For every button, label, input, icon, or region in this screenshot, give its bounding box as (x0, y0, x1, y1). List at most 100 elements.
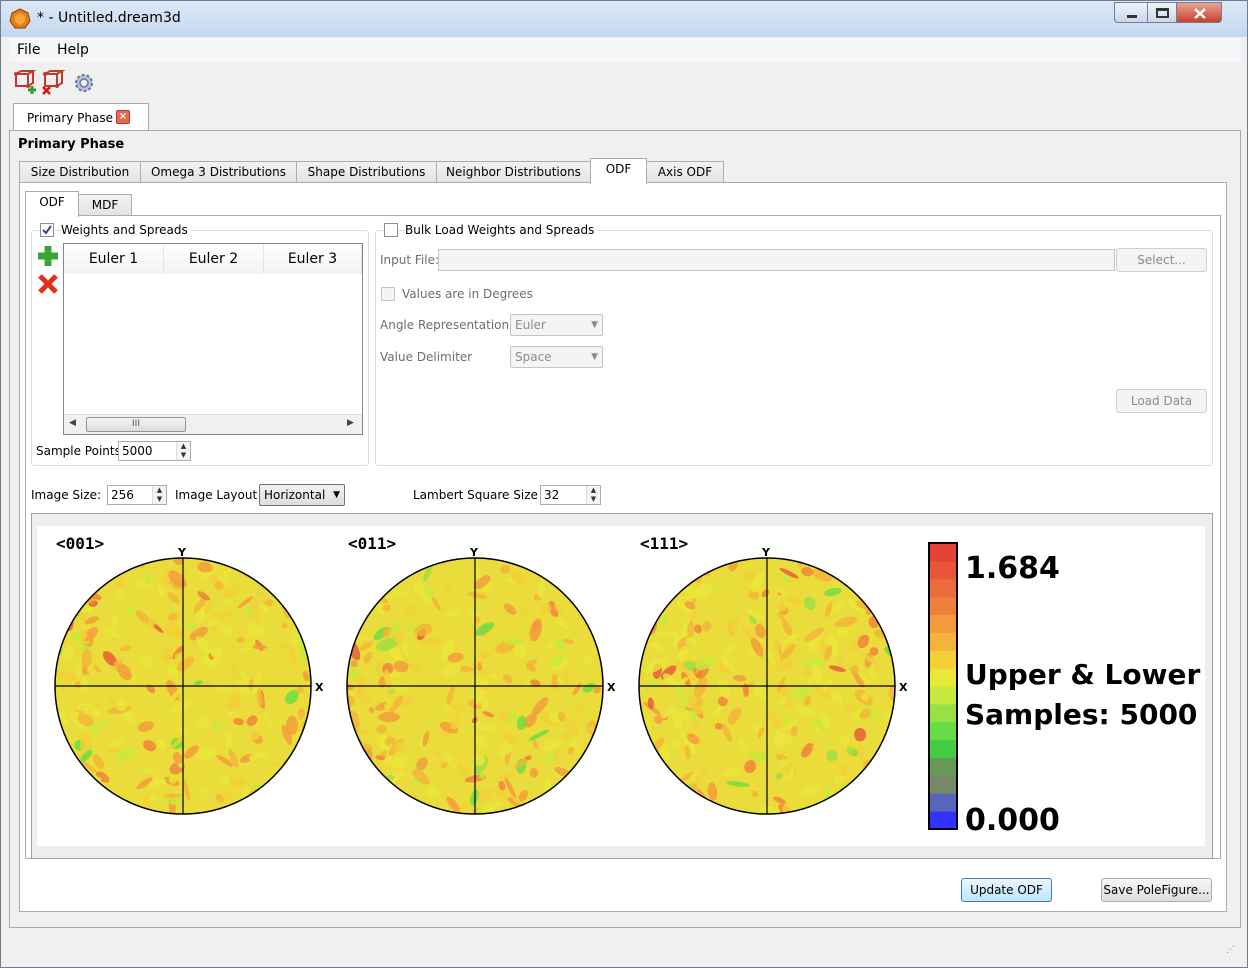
tab-primary-phase[interactable]: Primary Phase × (13, 103, 149, 131)
spin-arrows-icon[interactable]: ▲ ▼ (586, 486, 600, 504)
select-file-button[interactable]: Select... (1116, 248, 1207, 272)
color-scale-step (929, 686, 957, 705)
lambert-size-spinbox[interactable]: 32 ▲ ▼ (540, 485, 601, 505)
weights-checkbox[interactable] (40, 223, 54, 237)
color-scale-step (929, 543, 957, 562)
legend-line-1: Upper & Lower (965, 658, 1200, 691)
delimiter-label: Value Delimiter (380, 350, 473, 364)
input-file-label: Input File: (380, 253, 440, 267)
angle-rep-label: Angle Representation (380, 318, 510, 332)
tab-odf[interactable]: ODF (590, 158, 647, 184)
degrees-label: Values are in Degrees (402, 287, 533, 301)
axis-y-label: Y (469, 546, 479, 559)
axis-x-label: X (899, 681, 908, 694)
scroll-thumb[interactable]: III (86, 417, 186, 432)
menu-file[interactable]: File (17, 42, 41, 58)
subtab-odf[interactable]: ODF (25, 191, 79, 217)
bulk-load-checkbox[interactable] (384, 223, 398, 237)
weights-label: Weights and Spreads (61, 223, 191, 237)
horizontal-scrollbar[interactable]: ◀ III ▶ (64, 414, 362, 434)
pole-figure-1 (347, 558, 603, 814)
image-size-value: 256 (111, 488, 134, 502)
image-size-label: Image Size: (31, 488, 102, 502)
add-phase-icon[interactable] (12, 70, 38, 96)
checkmark-icon (42, 225, 52, 235)
menu-help[interactable]: Help (57, 42, 89, 58)
tab-size-distribution[interactable]: Size Distribution (19, 161, 141, 183)
color-scale-step (929, 757, 957, 776)
input-file-field[interactable] (438, 249, 1115, 271)
lambert-size-label: Lambert Square Size (413, 488, 538, 502)
column-euler1[interactable]: Euler 1 (64, 244, 164, 274)
minimize-button[interactable] (1114, 2, 1148, 23)
load-data-button[interactable]: Load Data (1116, 389, 1207, 413)
tab-primary-phase-label: Primary Phase (27, 111, 114, 125)
angle-rep-select[interactable]: Euler ▼ (510, 314, 603, 336)
add-row-icon[interactable] (36, 244, 60, 268)
angle-rep-value: Euler (515, 318, 546, 332)
column-euler3[interactable]: Euler 3 (264, 244, 362, 274)
pole-figure-canvas: <001> <011> <111> Y Y Y X X X 1.684 Uppe… (54, 534, 1200, 838)
remove-phase-icon[interactable] (41, 70, 67, 96)
maximize-icon (1156, 8, 1169, 18)
scale-min-label: 0.000 (965, 803, 1060, 838)
lambert-size-value: 32 (544, 488, 560, 502)
tab-axis-odf[interactable]: Axis ODF (646, 161, 724, 183)
image-layout-select[interactable]: Horizontal ▼ (259, 484, 345, 506)
tab-shape[interactable]: Shape Distributions (296, 161, 437, 183)
update-odf-button[interactable]: Update ODF (961, 878, 1052, 902)
color-scale-step (929, 632, 957, 651)
pole-label-011: <011> (348, 534, 396, 553)
degrees-checkbox[interactable] (381, 287, 395, 301)
chevron-down-icon: ▼ (591, 352, 598, 362)
subtab-mdf[interactable]: MDF (78, 194, 132, 216)
sample-points-label: Sample Points (36, 444, 121, 458)
color-scale-step (929, 578, 957, 598)
close-tab-icon[interactable]: × (116, 110, 130, 124)
axis-y-label: Y (177, 546, 187, 559)
color-scale-step (929, 668, 957, 687)
scale-max-label: 1.684 (965, 551, 1060, 586)
chevron-down-icon: ▼ (333, 490, 340, 500)
color-scale-step (929, 739, 957, 758)
image-layout-value: Horizontal (264, 488, 326, 502)
title-bar[interactable]: * - Untitled.dream3d (1, 1, 1247, 37)
settings-gear-icon[interactable] (71, 70, 97, 96)
color-scale-step (929, 650, 957, 669)
resize-grip-icon[interactable]: ⋰ (1226, 945, 1235, 955)
image-size-spinbox[interactable]: 256 ▲ ▼ (107, 485, 167, 505)
save-pole-figure-button[interactable]: Save PoleFigure... (1101, 878, 1212, 902)
spin-arrows-icon[interactable]: ▲ ▼ (176, 442, 190, 460)
delimiter-value: Space (515, 350, 552, 364)
legend-line-2: Samples: 5000 (965, 698, 1197, 731)
sample-points-value: 5000 (122, 444, 153, 458)
tab-omega3[interactable]: Omega 3 Distributions (140, 161, 297, 183)
color-scale-step (929, 703, 957, 723)
color-scale-step (929, 614, 957, 633)
page-title: Primary Phase (18, 137, 125, 152)
close-window-button[interactable] (1176, 2, 1222, 23)
maximize-button[interactable] (1147, 2, 1177, 23)
color-scale-step (929, 596, 957, 615)
scroll-left-icon[interactable]: ◀ (69, 418, 76, 428)
axis-y-label: Y (761, 546, 771, 559)
color-scale-outline (928, 542, 958, 830)
axis-x-label: X (315, 681, 324, 694)
sample-points-spinbox[interactable]: 5000 ▲ ▼ (118, 441, 191, 461)
scroll-right-icon[interactable]: ▶ (347, 418, 354, 428)
tab-neighbor[interactable]: Neighbor Distributions (436, 161, 591, 183)
delimiter-select[interactable]: Space ▼ (510, 346, 603, 368)
column-euler2[interactable]: Euler 2 (164, 244, 264, 274)
pole-figure-0 (55, 558, 311, 814)
pole-label-111: <111> (640, 534, 688, 553)
minimize-icon (1127, 15, 1137, 18)
euler-table[interactable]: Euler 1 Euler 2 Euler 3 ◀ III ▶ (63, 243, 363, 435)
color-scale-step (929, 775, 957, 794)
spin-arrows-icon[interactable]: ▲ ▼ (152, 486, 166, 504)
delete-row-icon[interactable] (37, 273, 59, 295)
axis-x-label: X (607, 681, 616, 694)
color-scale-step (929, 793, 957, 812)
close-icon (1194, 8, 1206, 19)
color-scale-step (929, 811, 957, 830)
